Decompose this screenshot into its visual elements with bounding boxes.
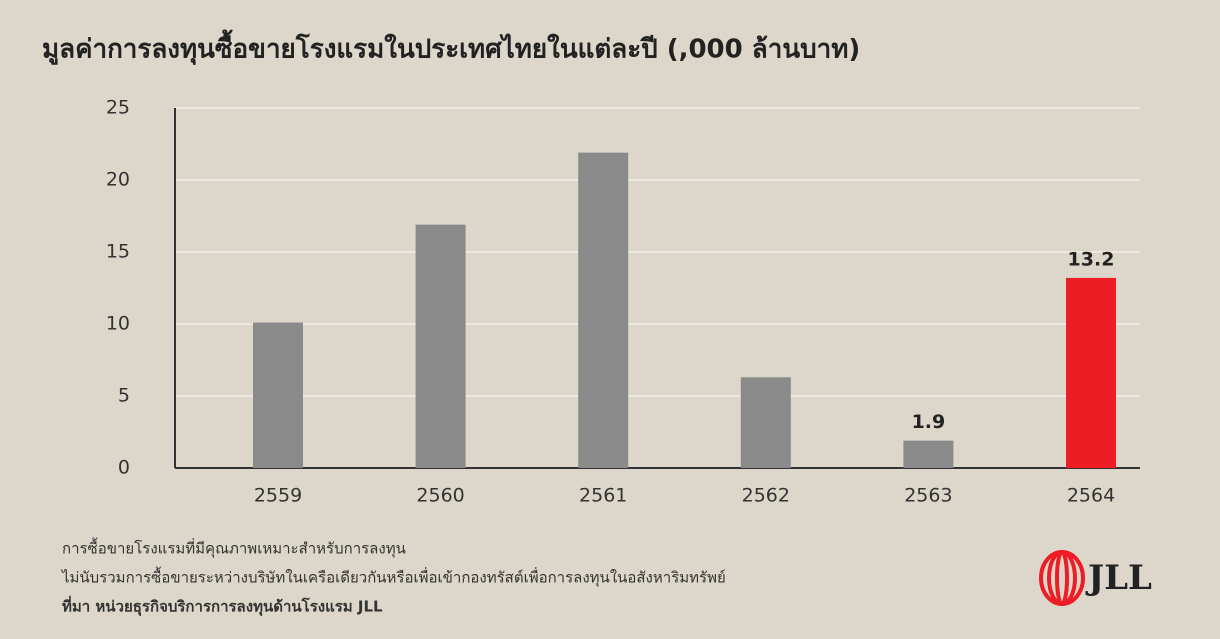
y-tick-label: 25 xyxy=(106,97,130,119)
bar xyxy=(253,322,303,468)
y-tick-label: 20 xyxy=(106,169,130,191)
y-tick-label: 10 xyxy=(106,313,130,335)
x-tick-label: 2561 xyxy=(579,485,627,507)
logo-mark xyxy=(1039,550,1085,606)
bar xyxy=(578,152,629,468)
x-tick-label: 2562 xyxy=(742,485,790,507)
bar xyxy=(415,224,466,468)
x-tick-label: 2559 xyxy=(254,485,302,507)
bar xyxy=(903,440,954,468)
bar xyxy=(1066,277,1116,468)
logo: JLL xyxy=(1085,558,1152,598)
chart-title: มูลค่าการลงทุนซื้อขายโรงแรมในประเทศไทยใน… xyxy=(42,29,860,66)
source: ที่มา หน่วยธุรกิจบริการการลงทุนด้านโรงแร… xyxy=(62,596,383,617)
data-label: 13.2 xyxy=(1068,248,1115,270)
y-tick-label: 5 xyxy=(118,385,130,407)
data-label: 1.9 xyxy=(912,411,946,433)
y-tick-label: 0 xyxy=(118,457,130,479)
y-tick-label: 15 xyxy=(106,241,130,263)
note: การซื้อขายโรงแรมที่มีคุณภาพเหมาะสำหรับกา… xyxy=(62,538,406,559)
x-tick-label: 2560 xyxy=(416,485,464,507)
x-tick-label: 2563 xyxy=(904,485,952,507)
x-tick-label: 2564 xyxy=(1067,485,1115,507)
bar xyxy=(740,377,791,468)
note: ไม่นับรวมการซื้อขายระหว่างบริษัทในเครือเ… xyxy=(61,567,726,588)
